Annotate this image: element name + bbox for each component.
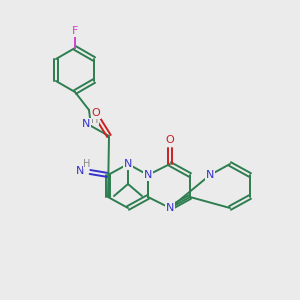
Text: N: N [82, 119, 90, 129]
Text: N: N [166, 203, 174, 213]
Text: N: N [144, 170, 152, 180]
Text: N: N [76, 166, 84, 176]
Text: H: H [83, 159, 91, 169]
Text: O: O [92, 108, 100, 118]
Text: H: H [91, 115, 99, 125]
Text: N: N [124, 159, 132, 169]
Text: O: O [166, 135, 174, 145]
Text: F: F [72, 26, 78, 36]
Text: N: N [206, 170, 214, 180]
